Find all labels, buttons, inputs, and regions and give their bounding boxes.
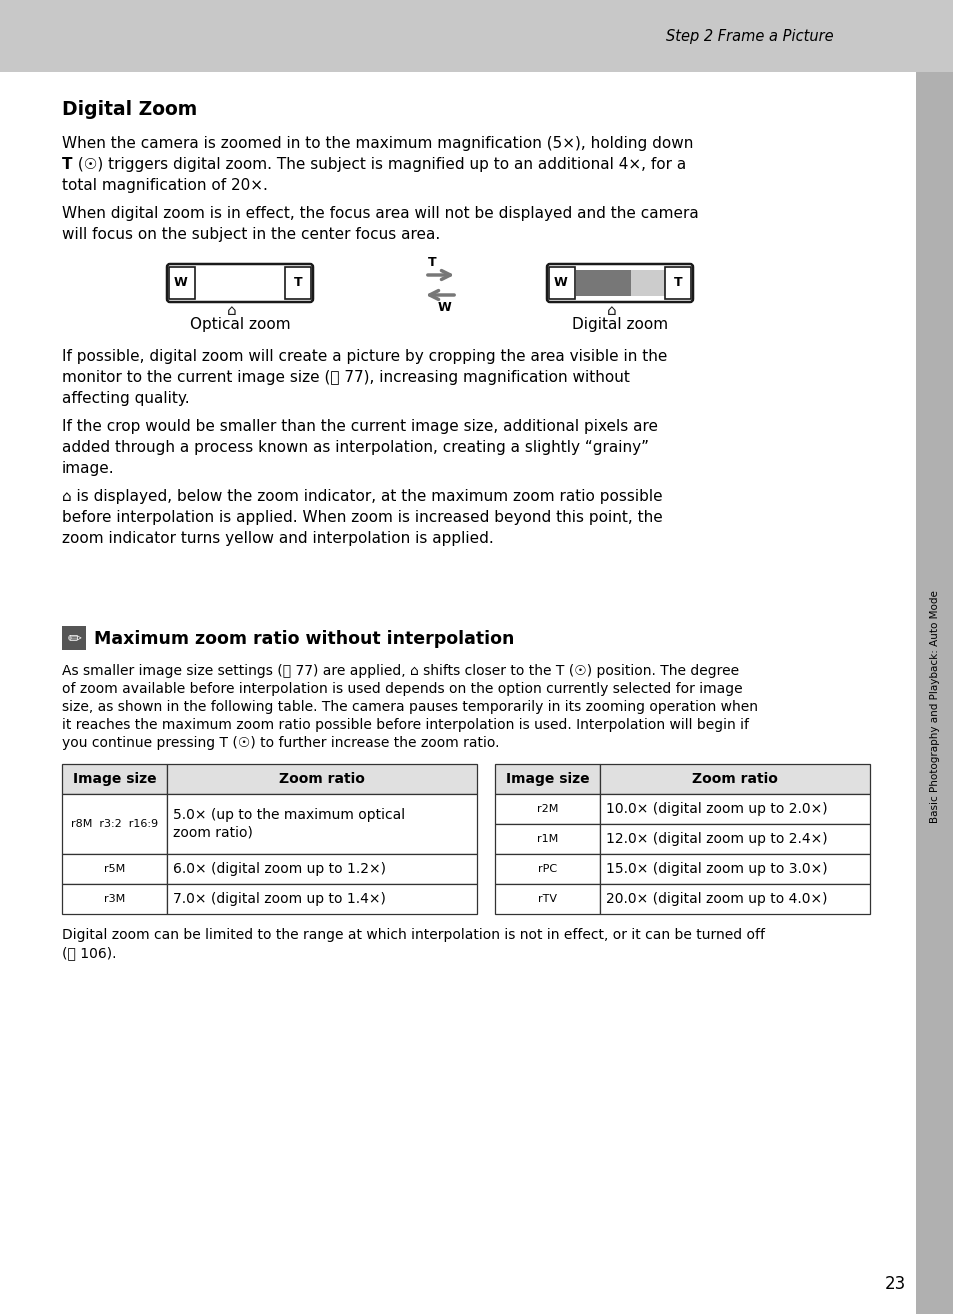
Bar xyxy=(599,794,869,824)
Text: rTV: rTV xyxy=(537,894,557,904)
Text: you continue pressing T (☉) to further increase the zoom ratio.: you continue pressing T (☉) to further i… xyxy=(62,736,499,750)
Text: added through a process known as interpolation, creating a slightly “grainy”: added through a process known as interpo… xyxy=(62,440,648,455)
Text: 12.0× (digital zoom up to 2.4×): 12.0× (digital zoom up to 2.4×) xyxy=(605,832,827,846)
Text: When digital zoom is in effect, the focus area will not be displayed and the cam: When digital zoom is in effect, the focu… xyxy=(62,206,698,221)
Bar xyxy=(0,0,953,72)
Text: Digital Zoom: Digital Zoom xyxy=(62,100,197,120)
Bar xyxy=(62,884,167,915)
Text: zoom ratio): zoom ratio) xyxy=(172,827,253,840)
Text: 23: 23 xyxy=(883,1275,905,1293)
Text: r5M: r5M xyxy=(104,865,125,874)
FancyBboxPatch shape xyxy=(167,264,313,302)
Text: image.: image. xyxy=(62,461,114,476)
Bar xyxy=(631,269,664,296)
Text: Optical zoom: Optical zoom xyxy=(190,317,290,332)
Bar xyxy=(576,269,631,296)
Bar xyxy=(169,267,194,300)
Bar xyxy=(167,884,476,915)
Text: rPC: rPC xyxy=(537,865,557,874)
Text: T: T xyxy=(294,276,302,289)
Text: T: T xyxy=(428,256,436,269)
Bar xyxy=(62,794,167,854)
Text: ⌂: ⌂ xyxy=(606,304,617,318)
Text: Zoom ratio: Zoom ratio xyxy=(691,773,777,786)
FancyBboxPatch shape xyxy=(546,264,692,302)
Text: affecting quality.: affecting quality. xyxy=(62,392,190,406)
Bar xyxy=(62,625,86,650)
Text: As smaller image size settings (Ⓜ 77) are applied, ⌂ shifts closer to the T (☉) : As smaller image size settings (Ⓜ 77) ar… xyxy=(62,664,739,678)
Text: zoom indicator turns yellow and interpolation is applied.: zoom indicator turns yellow and interpol… xyxy=(62,531,494,547)
Text: Step 2 Frame a Picture: Step 2 Frame a Picture xyxy=(666,29,833,43)
Text: (☉) triggers digital zoom. The subject is magnified up to an additional 4×, for : (☉) triggers digital zoom. The subject i… xyxy=(73,156,685,172)
Bar xyxy=(495,884,599,915)
Text: Image size: Image size xyxy=(505,773,589,786)
Text: Image size: Image size xyxy=(72,773,156,786)
Bar xyxy=(599,884,869,915)
Bar xyxy=(548,267,575,300)
Bar xyxy=(62,854,167,884)
Text: (Ⓜ 106).: (Ⓜ 106). xyxy=(62,946,116,961)
Text: When the camera is zoomed in to the maximum magnification (5×), holding down: When the camera is zoomed in to the maxi… xyxy=(62,137,693,151)
Text: monitor to the current image size (Ⓜ 77), increasing magnification without: monitor to the current image size (Ⓜ 77)… xyxy=(62,371,629,385)
Bar xyxy=(495,824,599,854)
Bar xyxy=(495,763,599,794)
Text: Zoom ratio: Zoom ratio xyxy=(279,773,365,786)
Text: If possible, digital zoom will create a picture by cropping the area visible in : If possible, digital zoom will create a … xyxy=(62,350,667,364)
Text: Digital zoom can be limited to the range at which interpolation is not in effect: Digital zoom can be limited to the range… xyxy=(62,928,764,942)
Bar xyxy=(915,72,953,1314)
Text: 10.0× (digital zoom up to 2.0×): 10.0× (digital zoom up to 2.0×) xyxy=(605,802,827,816)
Bar xyxy=(495,794,599,824)
Bar xyxy=(167,794,476,854)
Bar xyxy=(167,854,476,884)
Bar xyxy=(495,854,599,884)
Bar xyxy=(62,763,167,794)
Text: 15.0× (digital zoom up to 3.0×): 15.0× (digital zoom up to 3.0×) xyxy=(605,862,827,876)
Text: r2M: r2M xyxy=(537,804,558,813)
Text: it reaches the maximum zoom ratio possible before interpolation is used. Interpo: it reaches the maximum zoom ratio possib… xyxy=(62,717,748,732)
Text: W: W xyxy=(437,301,452,314)
Text: 5.0× (up to the maximum optical: 5.0× (up to the maximum optical xyxy=(172,808,405,823)
Text: will focus on the subject in the center focus area.: will focus on the subject in the center … xyxy=(62,227,439,242)
Text: W: W xyxy=(174,276,188,289)
Text: r8M  r3:2  r16:9: r8M r3:2 r16:9 xyxy=(71,819,158,829)
Text: ⌂: ⌂ xyxy=(227,304,236,318)
Text: If the crop would be smaller than the current image size, additional pixels are: If the crop would be smaller than the cu… xyxy=(62,419,658,434)
Bar xyxy=(599,854,869,884)
Bar xyxy=(599,824,869,854)
Text: size, as shown in the following table. The camera pauses temporarily in its zoom: size, as shown in the following table. T… xyxy=(62,700,758,714)
Text: 7.0× (digital zoom up to 1.4×): 7.0× (digital zoom up to 1.4×) xyxy=(172,892,385,905)
Text: T: T xyxy=(62,156,72,172)
Text: 20.0× (digital zoom up to 4.0×): 20.0× (digital zoom up to 4.0×) xyxy=(605,892,826,905)
Text: 6.0× (digital zoom up to 1.2×): 6.0× (digital zoom up to 1.2×) xyxy=(172,862,386,876)
Bar xyxy=(285,267,311,300)
Text: Basic Photography and Playback: Auto Mode: Basic Photography and Playback: Auto Mod… xyxy=(929,590,939,824)
Text: r3M: r3M xyxy=(104,894,125,904)
Bar xyxy=(664,267,690,300)
Text: Maximum zoom ratio without interpolation: Maximum zoom ratio without interpolation xyxy=(94,629,514,648)
Text: ⌂ is displayed, below the zoom indicator, at the maximum zoom ratio possible: ⌂ is displayed, below the zoom indicator… xyxy=(62,489,662,505)
Bar xyxy=(599,763,869,794)
Bar xyxy=(167,763,476,794)
Text: of zoom available before interpolation is used depends on the option currently s: of zoom available before interpolation i… xyxy=(62,682,741,696)
Text: before interpolation is applied. When zoom is increased beyond this point, the: before interpolation is applied. When zo… xyxy=(62,510,662,526)
Text: ✏: ✏ xyxy=(67,629,81,646)
Text: W: W xyxy=(554,276,567,289)
Text: total magnification of 20×.: total magnification of 20×. xyxy=(62,177,268,193)
Text: Digital zoom: Digital zoom xyxy=(572,317,667,332)
Text: T: T xyxy=(673,276,681,289)
Text: r1M: r1M xyxy=(537,834,558,844)
